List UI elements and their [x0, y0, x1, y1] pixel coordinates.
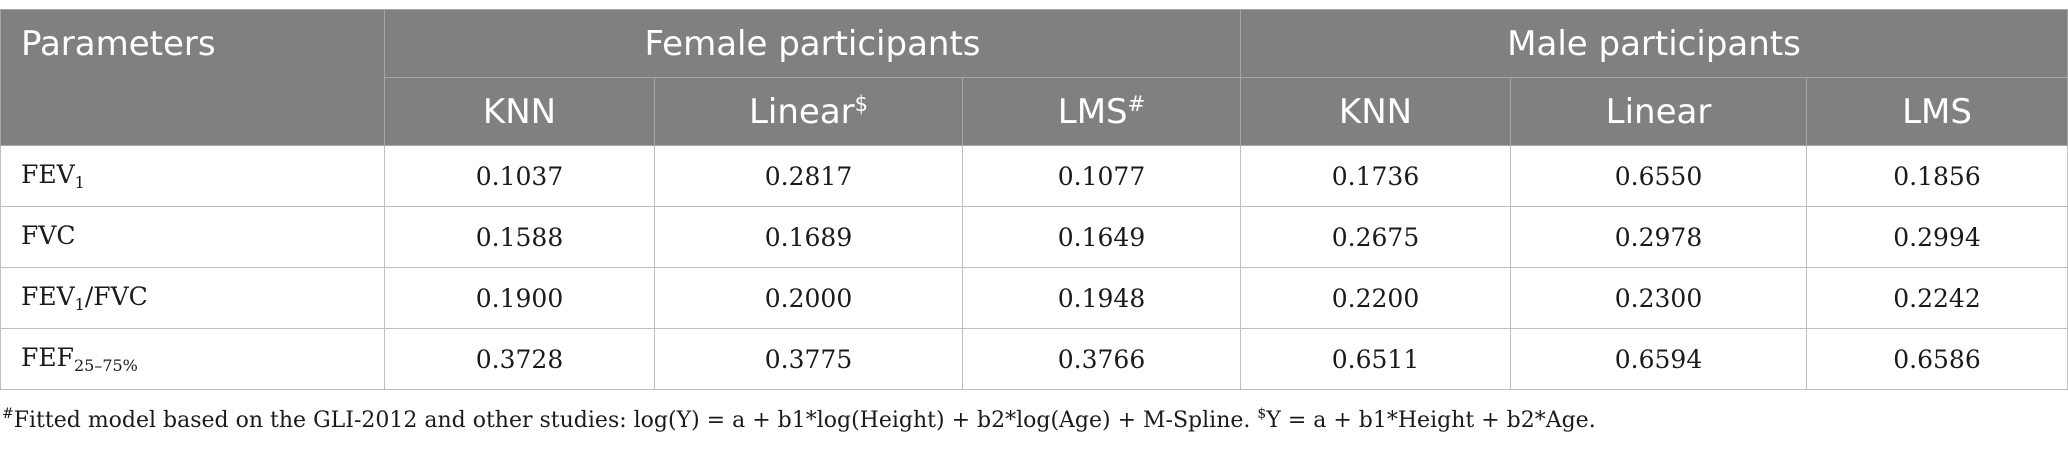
value-cell: 0.6511	[1240, 328, 1511, 390]
value-cell: 0.1588	[384, 206, 655, 268]
female-knn-header: KNN	[384, 77, 655, 146]
value-cell: 0.2000	[654, 267, 963, 329]
value-cell: 0.1077	[962, 145, 1241, 207]
row-label-subscript: 1	[74, 173, 85, 192]
footnote-mark-hash: #	[2, 406, 14, 422]
value-cell: 0.1900	[384, 267, 655, 329]
female-linear-mark: $	[854, 91, 869, 116]
female-lms-header: LMS#	[962, 77, 1241, 146]
results-table: Parameters Female participants Male part…	[0, 9, 2068, 390]
value-cell: 0.2200	[1240, 267, 1511, 329]
value-cell: 0.1948	[962, 267, 1241, 329]
table-row: FEV1 0.1037 0.2817 0.1077 0.1736 0.6550 …	[0, 145, 2068, 207]
value-cell: 0.6550	[1510, 145, 1807, 207]
row-label-base: FVC	[21, 221, 76, 250]
female-lms-label: LMS	[1057, 91, 1128, 132]
header-row-methods: KNN Linear$ LMS# KNN Linear LMS	[1, 77, 2068, 146]
female-linear-header: Linear$	[654, 77, 963, 146]
male-lms-label: LMS	[1902, 91, 1972, 132]
header-row-groups: Parameters Female participants Male part…	[0, 9, 2068, 146]
value-cell: 0.1037	[384, 145, 655, 207]
value-cell: 0.1856	[1805, 145, 2068, 207]
row-label: FEV1/FVC	[0, 267, 385, 329]
row-label-base: FEV	[21, 160, 75, 189]
table-row: FEF25–75% 0.3728 0.3775 0.3766 0.6511 0.…	[0, 328, 2068, 390]
value-cell: 0.3766	[962, 328, 1241, 390]
row-label: FEV1	[0, 145, 385, 207]
female-linear-label: Linear	[748, 91, 855, 132]
footnote-mark-dollar: $	[1257, 406, 1267, 422]
value-cell: 0.2675	[1240, 206, 1511, 268]
male-group-header: Male participants	[1239, 9, 2068, 78]
male-lms-header: LMS	[1805, 77, 2068, 146]
value-cell: 0.6594	[1510, 328, 1807, 390]
male-knn-header: KNN	[1240, 77, 1511, 146]
value-cell: 0.2300	[1510, 267, 1807, 329]
male-linear-header: Linear	[1510, 77, 1807, 146]
row-label-subscript: 25–75%	[73, 356, 138, 375]
female-group-header: Female participants	[384, 9, 1241, 78]
value-cell: 0.2817	[654, 145, 963, 207]
value-cell: 0.1689	[654, 206, 963, 268]
parameters-header-label: Parameters	[21, 23, 216, 64]
row-label-base: FEV	[21, 282, 75, 311]
value-cell: 0.2242	[1805, 267, 2068, 329]
male-linear-label: Linear	[1605, 91, 1712, 132]
female-lms-mark: #	[1127, 91, 1146, 116]
table-row: FEV1/FVC 0.1900 0.2000 0.1948 0.2200 0.2…	[0, 267, 2068, 329]
value-cell: 0.2994	[1805, 206, 2068, 268]
footnote-linear-text: Y = a + b1*Height + b2*Age.	[1266, 408, 1596, 433]
value-cell: 0.1649	[962, 206, 1241, 268]
row-label-suffix: /FVC	[84, 282, 148, 311]
female-knn-label: KNN	[482, 91, 557, 132]
value-cell: 0.1736	[1240, 145, 1511, 207]
row-label-base: FEF	[21, 343, 74, 372]
value-cell: 0.6586	[1805, 328, 2068, 390]
table-row: FVC 0.1588 0.1689 0.1649 0.2675 0.2978 0…	[0, 206, 2068, 268]
value-cell: 0.3728	[384, 328, 655, 390]
row-label: FEF25–75%	[0, 328, 385, 390]
table-footnote: #Fitted model based on the GLI-2012 and …	[2, 406, 1596, 433]
value-cell: 0.3775	[654, 328, 963, 390]
value-cell: 0.2978	[1510, 206, 1807, 268]
footnote-lms-text: Fitted model based on the GLI-2012 and o…	[13, 408, 1258, 433]
parameters-header: Parameters	[0, 9, 385, 146]
row-label-subscript: 1	[74, 295, 85, 314]
male-knn-label: KNN	[1338, 91, 1413, 132]
row-label: FVC	[0, 206, 385, 268]
